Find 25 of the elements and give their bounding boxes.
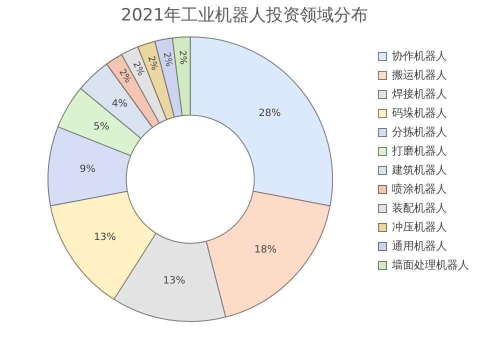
chart-title: 2021年工业机器人投资领域分布 <box>120 6 368 26</box>
data-label: 4% <box>112 98 128 110</box>
legend-label: 墙面处理机器人 <box>391 258 469 272</box>
data-label: 2% <box>116 68 133 86</box>
data-label: 18% <box>254 244 277 256</box>
legend-label: 通用机器人 <box>392 239 447 252</box>
data-label: 2% <box>160 52 174 68</box>
legend-label: 协作机器人 <box>392 49 447 62</box>
legend-label: 冲压机器人 <box>392 220 447 234</box>
data-label: 28% <box>258 108 281 120</box>
legend-label: 建筑机器人 <box>391 163 447 176</box>
legend-label: 打磨机器人 <box>391 144 447 158</box>
data-label: 2% <box>176 50 188 66</box>
legend-label: 搬运机器人 <box>392 68 447 82</box>
data-label: 2% <box>145 54 160 72</box>
data-label: 9% <box>80 164 96 176</box>
data-label: 13% <box>94 232 116 243</box>
data-label: 13% <box>162 276 186 287</box>
legend-label: 装配机器人 <box>392 201 447 214</box>
legend-label: 分拣机器人 <box>392 125 447 138</box>
data-label: 2% <box>130 60 146 78</box>
data-label: 5% <box>94 121 110 132</box>
legend-label: 喷涂机器人 <box>392 182 447 196</box>
legend-label: 焊接机器人 <box>392 87 447 100</box>
legend-label: 码垛机器人 <box>392 106 447 120</box>
